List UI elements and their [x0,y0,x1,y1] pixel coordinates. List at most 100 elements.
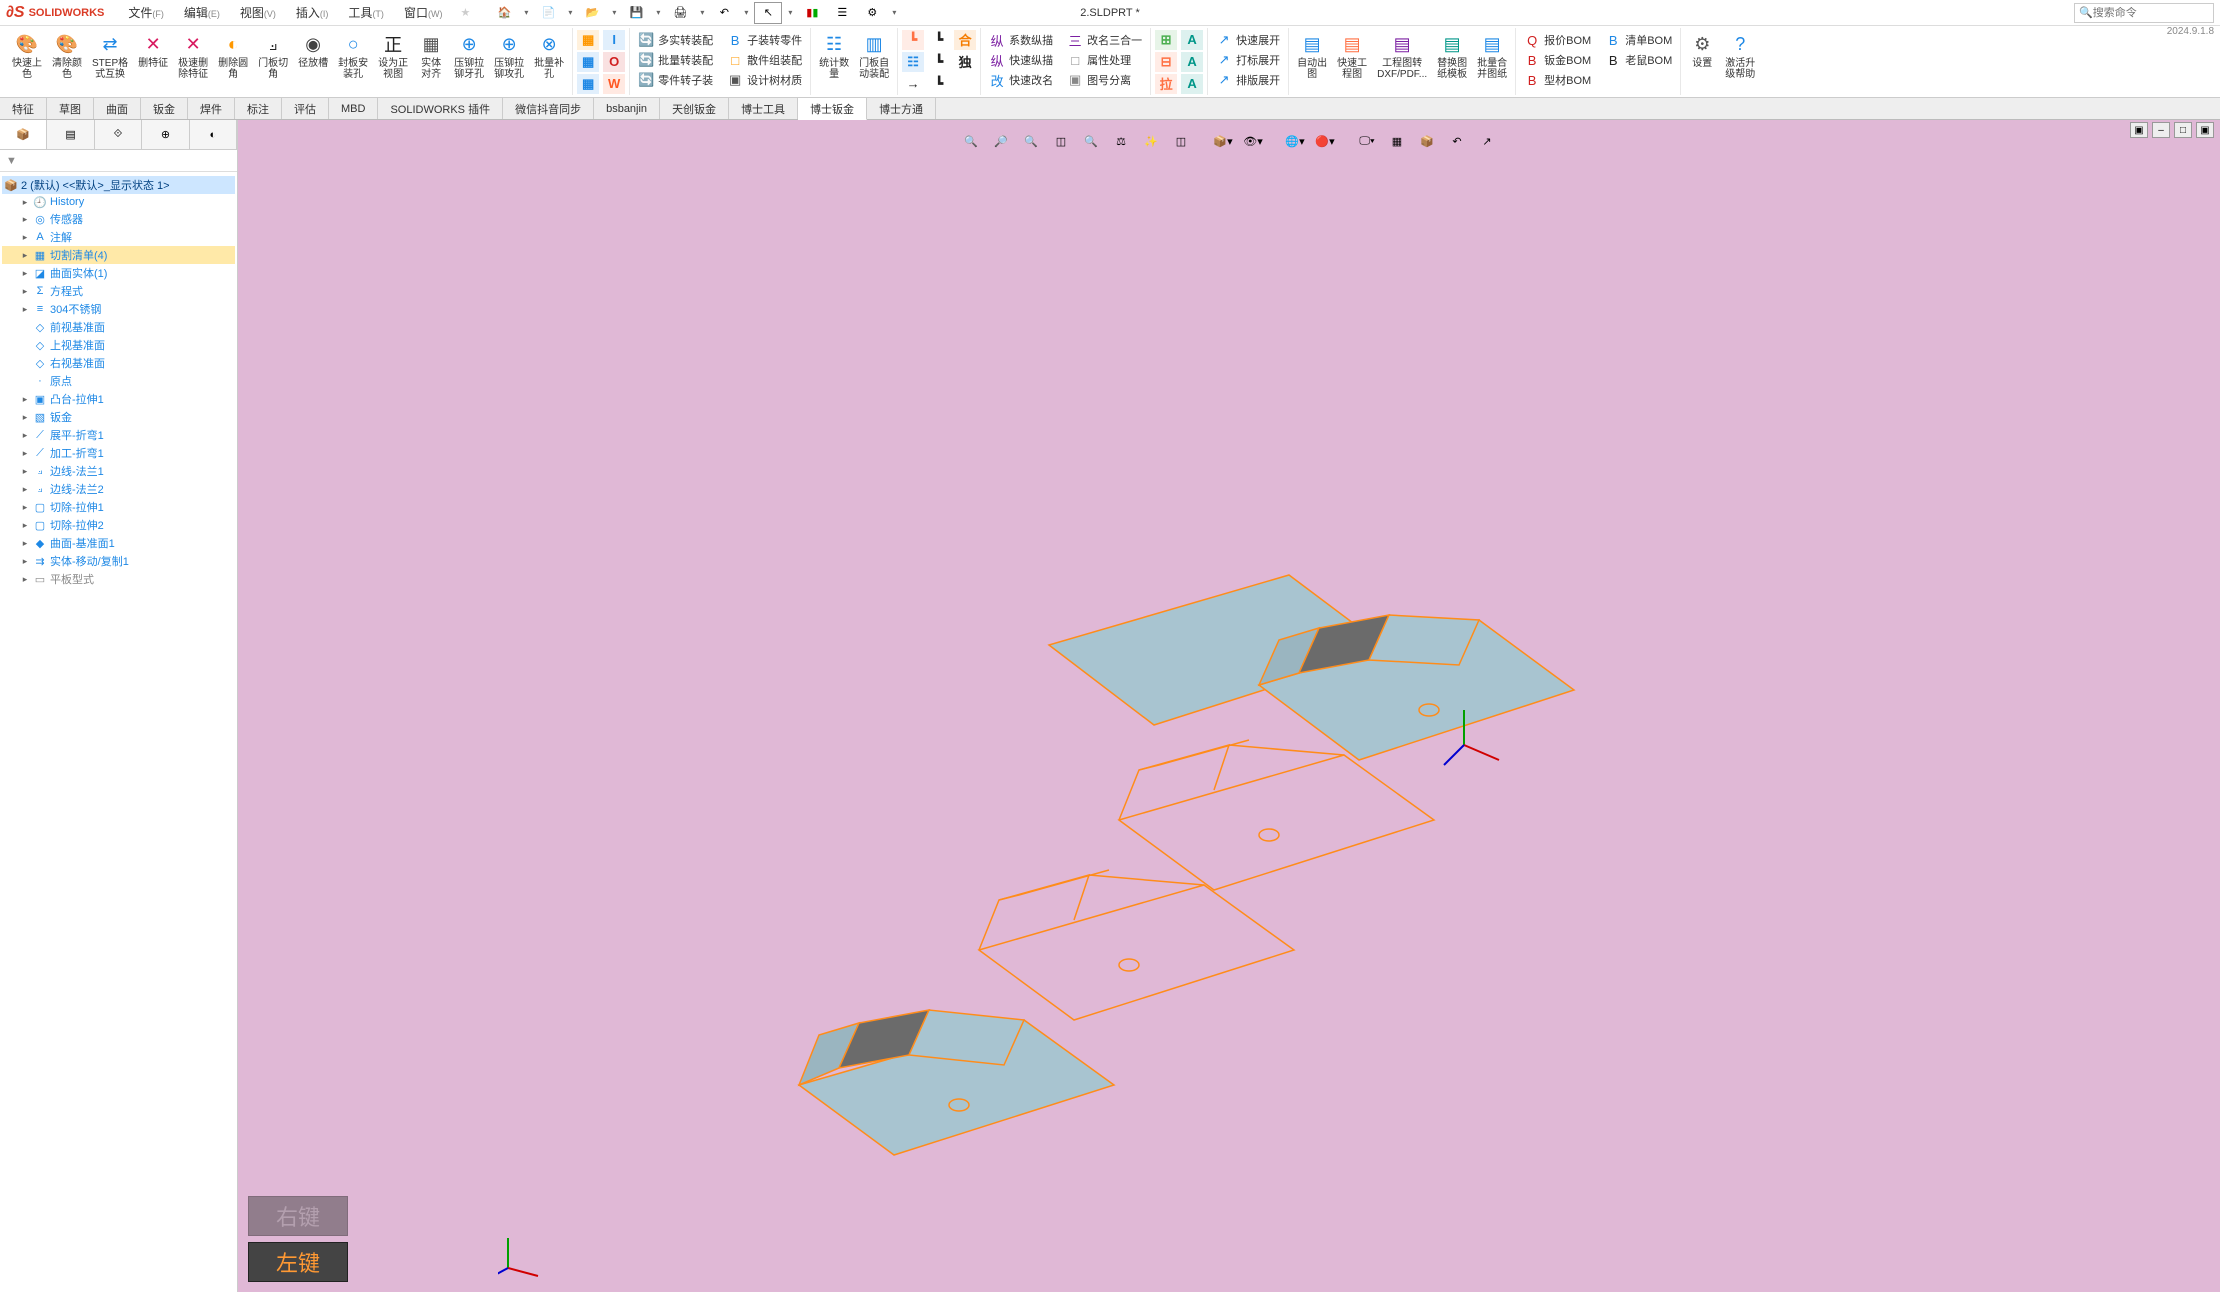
ribbon-清单BOM[interactable]: B 清单BOM [1601,30,1676,50]
vp-close-icon[interactable]: ▣ [2196,122,2214,138]
menu-编辑[interactable]: 编辑(E) [174,4,230,21]
print-button[interactable]: 🖨 [666,2,694,24]
ribbon-型材BOM[interactable]: B 型材BOM [1520,70,1595,90]
vp-layout-icon[interactable]: ▣ [2130,122,2148,138]
tree-展平-折弯1[interactable]: ▸ ⟋ 展平-折弯1 [2,426,235,444]
tree-加工-折弯1[interactable]: ▸ ⟋ 加工-折弯1 [2,444,235,462]
view-orient-icon[interactable]: 📦▾ [1209,128,1237,154]
ribbon-icon[interactable]: → [902,74,924,94]
ribbon-极速删除特征[interactable]: ✕ 极速删 除特征 [174,30,212,82]
feature-tree-tab[interactable]: 📦 [0,120,47,149]
options-button[interactable]: ☰ [828,2,856,24]
tab-曲面[interactable]: 曲面 [94,98,141,119]
command-search[interactable]: 🔍 [2074,3,2214,23]
tree-曲面实体(1)[interactable]: ▸ ◪ 曲面实体(1) [2,264,235,282]
undo-button[interactable]: ↶ [710,2,738,24]
display-style-icon[interactable]: 👁▾ [1239,128,1267,154]
ribbon-icon[interactable]: A [1181,30,1203,50]
ribbon-设为正视图[interactable]: 正 设为正 视图 [374,30,412,82]
edit-icon[interactable]: 📦 [1413,128,1441,154]
ribbon-删除圆角[interactable]: ◐ 删除圆 角 [214,30,252,82]
save-button[interactable]: 💾 [622,2,650,24]
ribbon-icon[interactable] [954,74,976,94]
ribbon-icon[interactable]: ┗ [928,30,950,50]
ribbon-icon[interactable]: O [603,52,625,72]
ribbon-icon[interactable]: ▦ [577,30,599,50]
ribbon-批量合并图纸[interactable]: ▤ 批量合 并图纸 [1473,30,1511,82]
ribbon-报价BOM[interactable]: Q 报价BOM [1520,30,1595,50]
ribbon-icon[interactable]: ┗ [902,30,924,50]
ribbon-快速上色[interactable]: 🎨 快速上 色 [8,30,46,82]
ribbon-门板切角[interactable]: ⟓ 门板切 角 [254,30,292,82]
menu-插入[interactable]: 插入(I) [286,4,339,21]
tree-传感器[interactable]: ▸ ◎ 传感器 [2,210,235,228]
ribbon-排版展开[interactable]: ↗ 排版展开 [1212,70,1284,90]
ribbon-设置[interactable]: ⚙ 设置 [1685,30,1719,82]
ribbon-系数纵描[interactable]: 纵 系数纵描 [985,30,1057,50]
ribbon-压铆拉铆牙孔[interactable]: ⊕ 压铆拉 铆牙孔 [450,30,488,82]
ribbon-快速工程图[interactable]: ▤ 快速工 程图 [1333,30,1371,82]
ribbon-改名三合一[interactable]: 三 改名三合一 [1063,30,1146,50]
section-icon[interactable]: ◫ [1047,128,1075,154]
ribbon-icon[interactable]: ▦ [577,52,599,72]
tree-凸台-拉伸1[interactable]: ▸ ▣ 凸台-拉伸1 [2,390,235,408]
tab-天创钣金[interactable]: 天创钣金 [660,98,729,119]
ribbon-快速纵描[interactable]: 纵 快速纵描 [985,50,1057,70]
ribbon-工程图转DXF/PDF...[interactable]: ▤ 工程图转 DXF/PDF... [1373,30,1431,82]
ribbon-icon[interactable]: ☷ [902,52,924,72]
tree-切除-拉伸1[interactable]: ▸ ▢ 切除-拉伸1 [2,498,235,516]
zoom-area-icon[interactable]: 🔎 [987,128,1015,154]
tree-上视基准面[interactable]: ◇ 上视基准面 [2,336,235,354]
select-button[interactable]: ↖ [754,2,782,24]
ribbon-图号分离[interactable]: ▣ 图号分离 [1063,70,1146,90]
ribbon-icon[interactable]: ⊟ [1155,52,1177,72]
cap-icon[interactable]: ▦ [1383,128,1411,154]
ribbon-清除颜色[interactable]: 🎨 清除颜 色 [48,30,86,82]
tree-切除-拉伸2[interactable]: ▸ ▢ 切除-拉伸2 [2,516,235,534]
ribbon-批量补孔[interactable]: ⊗ 批量补 孔 [530,30,568,82]
tree-右视基准面[interactable]: ◇ 右视基准面 [2,354,235,372]
tree-注解[interactable]: ▸ A 注解 [2,228,235,246]
tree-钣金[interactable]: ▸ ▧ 钣金 [2,408,235,426]
tab-博士钣金[interactable]: 博士钣金 [798,98,867,120]
ribbon-icon[interactable]: A [1181,74,1203,94]
ribbon-icon[interactable]: ▦ [577,74,599,94]
tree-边线-法兰1[interactable]: ▸ ⟓ 边线-法兰1 [2,462,235,480]
tree-原点[interactable]: · 原点 [2,372,235,390]
new-button[interactable]: 📄 [534,2,562,24]
ribbon-icon[interactable]: A [1181,52,1203,72]
tab-博士工具[interactable]: 博士工具 [729,98,798,119]
ribbon-icon[interactable]: I [603,30,625,50]
ribbon-icon[interactable]: ⊞ [1155,30,1177,50]
menu-窗口[interactable]: 窗口(W) [394,4,453,21]
tree-方程式[interactable]: ▸ Σ 方程式 [2,282,235,300]
tree-边线-法兰2[interactable]: ▸ ⟓ 边线-法兰2 [2,480,235,498]
tab-微信抖音同步[interactable]: 微信抖音同步 [503,98,594,119]
ribbon-老鼠BOM[interactable]: B 老鼠BOM [1601,50,1676,70]
ribbon-实体对齐[interactable]: ▦ 实体 对齐 [414,30,448,82]
dyn-icon[interactable]: 🔍 [1077,128,1105,154]
ribbon-icon[interactable]: 拉 [1155,74,1177,94]
ribbon-自动出图[interactable]: ▤ 自动出 图 [1293,30,1331,82]
ribbon-封板安装孔[interactable]: ○ 封板安 装孔 [334,30,372,82]
ribbon-icon[interactable]: W [603,74,625,94]
menu-视图[interactable]: 视图(V) [230,4,286,21]
zoom-fit-icon[interactable]: 🔍 [957,128,985,154]
ribbon-icon[interactable]: ┗ [928,74,950,94]
tab-SOLIDWORKS 插件[interactable]: SOLIDWORKS 插件 [378,98,503,119]
tree-平板型式[interactable]: ▸ ▭ 平板型式 [2,570,235,588]
property-tab[interactable]: ▤ [47,120,94,149]
tab-bsbanjin[interactable]: bsbanjin [594,98,660,119]
ribbon-散件组装配[interactable]: □ 散件组装配 [723,50,806,70]
ribbon-icon[interactable]: 合 [954,30,976,50]
prev-view-icon[interactable]: 🔍 [1017,128,1045,154]
ribbon-压铆拉铆攻孔[interactable]: ⊕ 压铆拉 铆攻孔 [490,30,528,82]
tab-草图[interactable]: 草图 [47,98,94,119]
mag-icon[interactable]: ✨ [1137,128,1165,154]
settings-button[interactable]: ⚙ [858,2,886,24]
vp-min-icon[interactable]: – [2152,122,2170,138]
tree-曲面-基准面1[interactable]: ▸ ◆ 曲面-基准面1 [2,534,235,552]
ribbon-批量转装配[interactable]: 🔄 批量转装配 [634,50,717,70]
measure-icon[interactable]: ⚖ [1107,128,1135,154]
tab-博士方通[interactable]: 博士方通 [867,98,936,119]
